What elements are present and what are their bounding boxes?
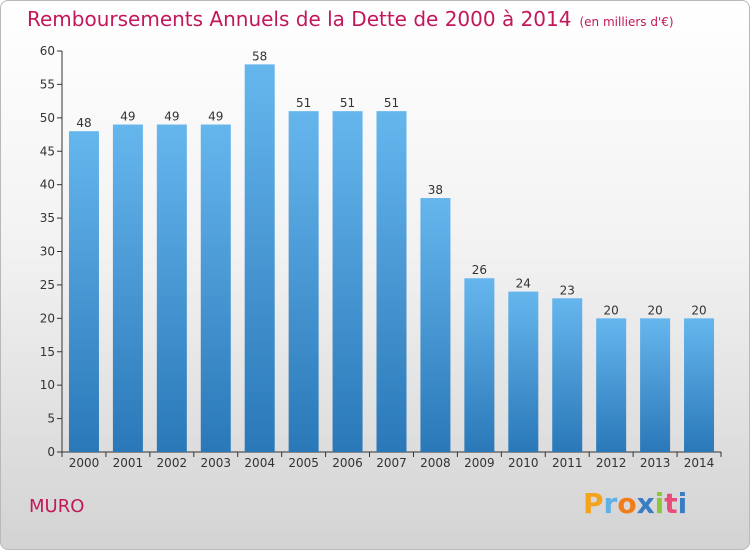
x-axis: 2000 2001 2002 2003 2004 2005 2006 2007 2008 2009…: [61, 451, 722, 470]
x-tick-label: 2003: [200, 456, 231, 470]
x-tick-label: 2004: [244, 456, 275, 470]
x-tick-label: 2001: [113, 456, 144, 470]
y-tick-label: 15: [40, 345, 55, 359]
bar: [112, 124, 143, 453]
bar: [552, 298, 583, 452]
x-tick-label: 2005: [288, 456, 319, 470]
bars: 48 49 49 49 58 51 51 51 38 26 24 23 20 20 20: [68, 49, 715, 453]
bar: [200, 124, 231, 453]
bar: [376, 111, 407, 453]
y-tick-label: 45: [40, 144, 55, 158]
y-axis: 0 5 10 15 20 25 30 35 40 45 50 55 60: [40, 44, 63, 459]
proxiti-logo: Proxiti: [583, 487, 688, 520]
unit-note: (en milliers d'€): [579, 15, 674, 29]
data-label: 20: [647, 303, 662, 317]
x-tick-label: 2012: [596, 456, 627, 470]
bar: [684, 318, 715, 452]
data-label: 58: [252, 49, 267, 63]
bar: [420, 198, 451, 452]
data-label: 49: [164, 110, 179, 124]
bar: [332, 111, 363, 453]
x-tick-label: 2007: [376, 456, 407, 470]
y-tick-label: 10: [40, 378, 55, 392]
chart-title: Remboursements Annuels de la Dette de 20…: [27, 7, 674, 31]
bar: [508, 291, 539, 452]
x-tick-label: 2006: [332, 456, 363, 470]
data-label: 20: [691, 303, 706, 317]
data-label: 38: [428, 183, 443, 197]
bar: [464, 278, 495, 452]
data-label: 23: [560, 283, 575, 297]
data-label: 49: [120, 110, 135, 124]
data-label: 51: [296, 96, 311, 110]
y-tick-label: 55: [40, 77, 55, 91]
y-tick-label: 50: [40, 111, 55, 125]
bar: [156, 124, 187, 453]
data-label: 24: [516, 277, 531, 291]
y-tick-label: 20: [40, 311, 55, 325]
bar: [68, 131, 99, 452]
y-tick-label: 5: [47, 412, 55, 426]
commune-name: MURO: [29, 496, 85, 517]
bar: [244, 64, 275, 452]
x-tick-label: 2011: [552, 456, 583, 470]
bar: [288, 111, 319, 453]
data-label: 51: [384, 96, 399, 110]
data-label: 26: [472, 263, 487, 277]
data-label: 48: [76, 116, 91, 130]
title-text: Remboursements Annuels de la Dette de 20…: [27, 7, 572, 31]
y-tick-label: 60: [40, 44, 55, 58]
bar: [640, 318, 671, 452]
x-tick-label: 2010: [508, 456, 539, 470]
y-tick-label: 40: [40, 178, 55, 192]
data-label: 51: [340, 96, 355, 110]
data-label: 49: [208, 110, 223, 124]
x-tick-label: 2002: [157, 456, 188, 470]
bar: [596, 318, 627, 452]
y-tick-label: 0: [47, 445, 55, 459]
y-tick-label: 30: [40, 245, 55, 259]
x-tick-label: 2014: [684, 456, 715, 470]
x-tick-label: 2008: [420, 456, 451, 470]
y-tick-label: 35: [40, 211, 55, 225]
x-tick-label: 2013: [640, 456, 671, 470]
x-tick-label: 2000: [69, 456, 100, 470]
x-tick-label: 2009: [464, 456, 495, 470]
y-tick-label: 25: [40, 278, 55, 292]
data-label: 20: [604, 303, 619, 317]
